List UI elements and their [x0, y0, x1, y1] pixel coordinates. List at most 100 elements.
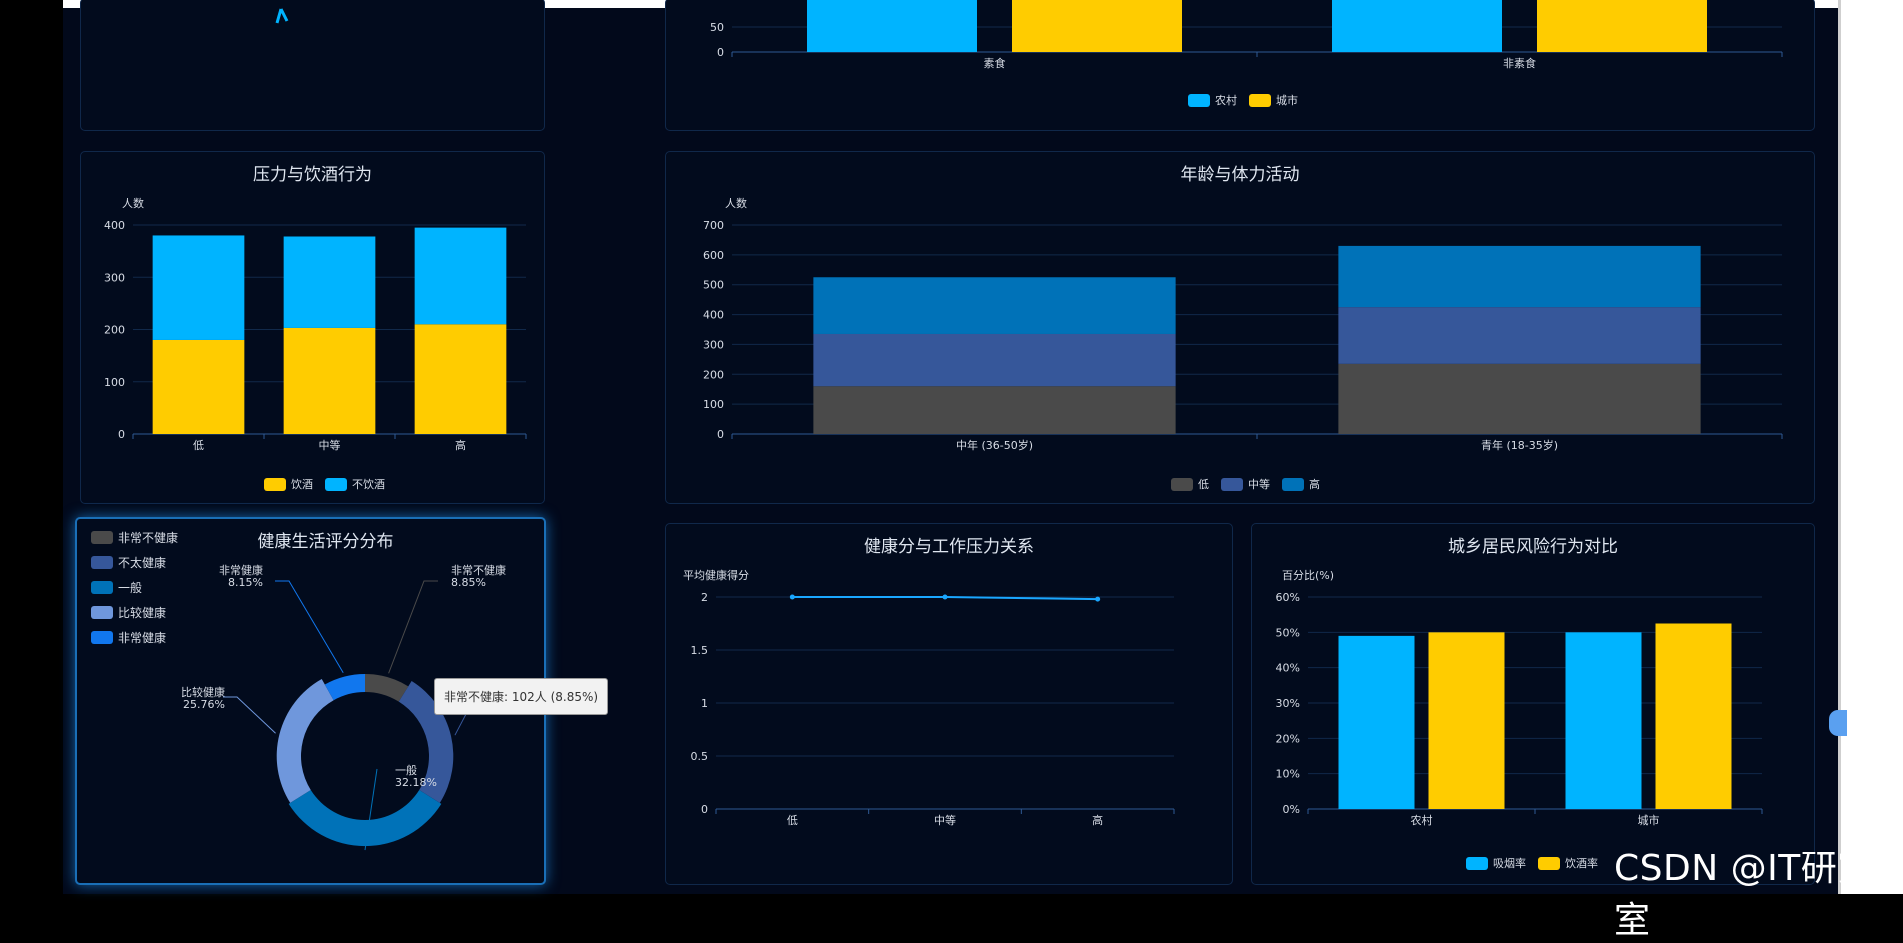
y-tick-label: 700	[703, 219, 724, 232]
bar-不饮酒	[414, 227, 507, 325]
legend-item-medium[interactable]: 中等	[1221, 476, 1270, 492]
diet-legend: 农村 城市	[1188, 92, 1298, 108]
diet-chart: 0 50 素食 非素食	[710, 0, 1783, 70]
legend-item-average[interactable]: 一般	[91, 579, 178, 596]
bar-中等	[1338, 307, 1701, 364]
bar-饮酒	[414, 324, 507, 434]
bar-高	[1338, 245, 1701, 308]
y-tick-label: 1.5	[691, 644, 709, 657]
panel-diet-chart: 0 50 素食 非素食 农村 城市	[665, 0, 1815, 131]
slice-percent: 8.15%	[228, 576, 263, 589]
donut-slice	[288, 789, 442, 847]
x-tick-label: 高	[455, 438, 466, 452]
bar-不饮酒	[283, 236, 376, 328]
legend-label: 一般	[118, 581, 143, 595]
legend-item-fairly-healthy[interactable]: 比较健康	[91, 604, 178, 621]
risk-legend: 吸烟率 饮酒率	[1466, 855, 1598, 871]
legend-item-somewhat-unhealthy[interactable]: 不太健康	[91, 554, 178, 571]
bar-农村	[1332, 0, 1502, 52]
chart-tooltip: 非常不健康: 102人 (8.85%)	[434, 678, 609, 715]
bar-低	[813, 386, 1176, 434]
chart-title: 压力与饮酒行为	[253, 165, 372, 185]
donut-slice	[324, 674, 365, 701]
data-point	[1095, 596, 1101, 602]
bar-饮酒率	[1655, 623, 1732, 809]
y-tick-label: 0	[717, 428, 724, 441]
panel-age-activity: 年龄与体力活动 0 100 200 300 400 500 600 700 人数 中年 (36-5…	[665, 151, 1815, 504]
legend-swatch	[264, 477, 286, 491]
y-tick-label: 0	[701, 803, 708, 816]
stress-legend: 饮酒 不饮酒	[264, 476, 385, 492]
legend-label: 非常健康	[118, 631, 167, 645]
label-leader-line	[223, 696, 276, 734]
bar-饮酒率	[1428, 632, 1505, 809]
dashboard: 0 50 素食 非素食 农村 城市 压力与饮酒行为 0 100 200 300 400 人数低中…	[63, 0, 1838, 894]
y-tick-label: 30%	[1276, 697, 1300, 710]
bar-城市	[1537, 0, 1707, 52]
y-tick-label: 400	[104, 219, 125, 232]
bar-低	[1338, 363, 1701, 434]
age-legend: 低 中等 高	[1171, 476, 1320, 492]
x-tick-label: 青年 (18-35岁)	[1481, 438, 1558, 452]
side-handle[interactable]	[1829, 710, 1847, 736]
y-tick-label: 100	[703, 398, 724, 411]
stress-drinking-chart: 0 100 200 300 400 人数低 中等 高	[104, 197, 527, 452]
left-margin	[0, 0, 63, 894]
slice-percent: 25.76%	[183, 698, 225, 711]
donut-slice	[276, 679, 334, 803]
y-tick-label: 2	[701, 591, 708, 604]
legend-item-non-drinking[interactable]: 不饮酒	[325, 476, 385, 492]
slice-percent: 8.85%	[451, 576, 486, 589]
legend-item-drinking-rate[interactable]: 饮酒率	[1538, 855, 1598, 871]
legend-label: 饮酒率	[1565, 857, 1598, 870]
y-tick-label: 60%	[1276, 591, 1300, 604]
y-axis-title: 平均健康得分	[683, 568, 749, 582]
x-tick-label: 素食	[984, 56, 1006, 70]
health-legend: 非常不健康 不太健康 一般 比较健康 非常健康	[91, 529, 178, 654]
y-tick-label: 40%	[1276, 662, 1300, 675]
partial-chart-fragment	[275, 8, 289, 24]
scrollbar[interactable]	[1838, 0, 1841, 894]
legend-item-smoking-rate[interactable]: 吸烟率	[1466, 855, 1526, 871]
legend-item-rural[interactable]: 农村	[1188, 92, 1237, 108]
legend-label: 低	[1198, 478, 1209, 491]
x-tick-label: 非素食	[1503, 56, 1536, 70]
y-axis-title: 百分比(%)	[1282, 569, 1334, 582]
panel-score-vs-stress: 健康分与工作压力关系 0 0.5 1 1.5 2 平均健康得分低 中等 高	[665, 523, 1233, 885]
y-axis-title: 人数	[122, 197, 144, 210]
legend-swatch	[1538, 856, 1560, 870]
legend-item-urban[interactable]: 城市	[1249, 92, 1298, 108]
label-leader-line	[388, 580, 438, 674]
chart-title: 年龄与体力活动	[1180, 165, 1300, 185]
legend-swatch	[1466, 856, 1488, 870]
x-tick-label: 低	[787, 814, 798, 827]
bar-农村	[807, 0, 977, 52]
x-tick-label: 中等	[934, 813, 956, 827]
legend-item-high[interactable]: 高	[1282, 476, 1320, 492]
donut-slice	[365, 674, 409, 702]
legend-swatch	[91, 581, 113, 594]
legend-item-low[interactable]: 低	[1171, 476, 1209, 492]
legend-item-very-unhealthy[interactable]: 非常不健康	[91, 529, 178, 546]
health-score-donut: 非常不健康8.85%不太健康25.06%一般32.18%比较健康25.76%非常…	[181, 563, 534, 851]
bar-吸烟率	[1338, 635, 1415, 809]
y-tick-label: 500	[703, 279, 724, 292]
legend-swatch	[1188, 93, 1210, 107]
y-tick-label: 400	[703, 309, 724, 322]
legend-label: 中等	[1248, 478, 1270, 491]
data-point	[942, 594, 948, 600]
legend-swatch	[91, 631, 113, 644]
legend-label: 农村	[1215, 94, 1237, 107]
panel-stress-drinking: 压力与饮酒行为 0 100 200 300 400 人数低 中等 高 饮酒 不饮酒	[80, 151, 545, 504]
legend-swatch	[1221, 477, 1243, 491]
panel-top-left	[80, 0, 545, 131]
bar-城市	[1012, 0, 1182, 52]
legend-item-drinking[interactable]: 饮酒	[264, 476, 313, 492]
legend-swatch	[1249, 93, 1271, 107]
legend-label: 不太健康	[118, 556, 167, 570]
slice-label: 非常健康	[219, 563, 263, 577]
y-tick-label: 300	[703, 338, 724, 351]
legend-item-very-healthy[interactable]: 非常健康	[91, 629, 178, 646]
label-leader-line	[275, 580, 344, 674]
x-tick-label: 高	[1092, 813, 1103, 827]
